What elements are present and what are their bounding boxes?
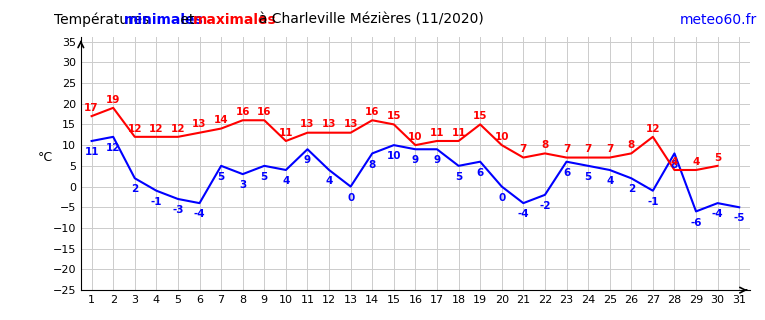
Text: 14: 14 [214,115,229,125]
Text: 7: 7 [519,144,527,154]
Text: 11: 11 [430,128,444,138]
Text: 9: 9 [434,156,441,165]
Text: 4: 4 [692,157,700,167]
Text: et: et [176,13,199,27]
Text: -4: -4 [711,209,724,219]
Text: 4: 4 [282,176,290,186]
Text: 9: 9 [412,156,419,165]
Text: 4: 4 [671,157,678,167]
Text: 19: 19 [106,94,120,105]
Text: Températures: Températures [54,13,153,27]
Text: 0: 0 [347,193,354,203]
Text: 12: 12 [106,143,120,153]
Text: -1: -1 [151,197,162,207]
Text: 7: 7 [563,144,570,154]
Text: 16: 16 [236,107,250,117]
Text: 5: 5 [261,172,268,182]
Text: 13: 13 [322,119,337,129]
Text: -3: -3 [172,205,184,215]
Text: 2: 2 [627,185,635,195]
Text: 3: 3 [239,180,246,190]
Text: -2: -2 [539,201,551,211]
Text: -4: -4 [194,209,205,219]
Text: maximales: maximales [193,13,276,27]
Text: 4: 4 [325,176,333,186]
Text: 12: 12 [171,124,185,133]
Text: 13: 13 [300,119,314,129]
Text: 16: 16 [365,107,379,117]
Text: -1: -1 [647,197,659,207]
Y-axis label: °C: °C [38,151,53,164]
Text: 10: 10 [409,132,422,142]
Text: -5: -5 [734,213,745,223]
Text: meteo60.fr: meteo60.fr [680,13,757,27]
Text: -4: -4 [518,209,529,219]
Text: 12: 12 [149,124,164,133]
Text: à Charleville Mézières (11/2020): à Charleville Mézières (11/2020) [250,13,484,27]
Text: 11: 11 [84,147,99,157]
Text: 10: 10 [386,151,401,161]
Text: 13: 13 [343,119,358,129]
Text: 6: 6 [563,168,570,178]
Text: 8: 8 [627,140,635,150]
Text: 11: 11 [451,128,466,138]
Text: minimales: minimales [124,13,203,27]
Text: 9: 9 [304,156,311,165]
Text: 6: 6 [477,168,483,178]
Text: 8: 8 [542,140,549,150]
Text: 5: 5 [584,172,591,182]
Text: 10: 10 [494,132,509,142]
Text: 8: 8 [671,160,678,170]
Text: 4: 4 [606,176,614,186]
Text: 16: 16 [257,107,272,117]
Text: 12: 12 [128,124,142,133]
Text: 0: 0 [498,193,506,203]
Text: 15: 15 [386,111,401,121]
Text: 12: 12 [646,124,660,133]
Text: -6: -6 [690,218,702,228]
Text: 7: 7 [584,144,592,154]
Text: 15: 15 [473,111,487,121]
Text: 8: 8 [369,160,376,170]
Text: 5: 5 [217,172,225,182]
Text: 5: 5 [714,153,721,163]
Text: 13: 13 [192,119,207,129]
Text: 11: 11 [278,128,293,138]
Text: 2: 2 [131,185,138,195]
Text: 17: 17 [84,103,99,113]
Text: 5: 5 [455,172,462,182]
Text: 7: 7 [606,144,614,154]
